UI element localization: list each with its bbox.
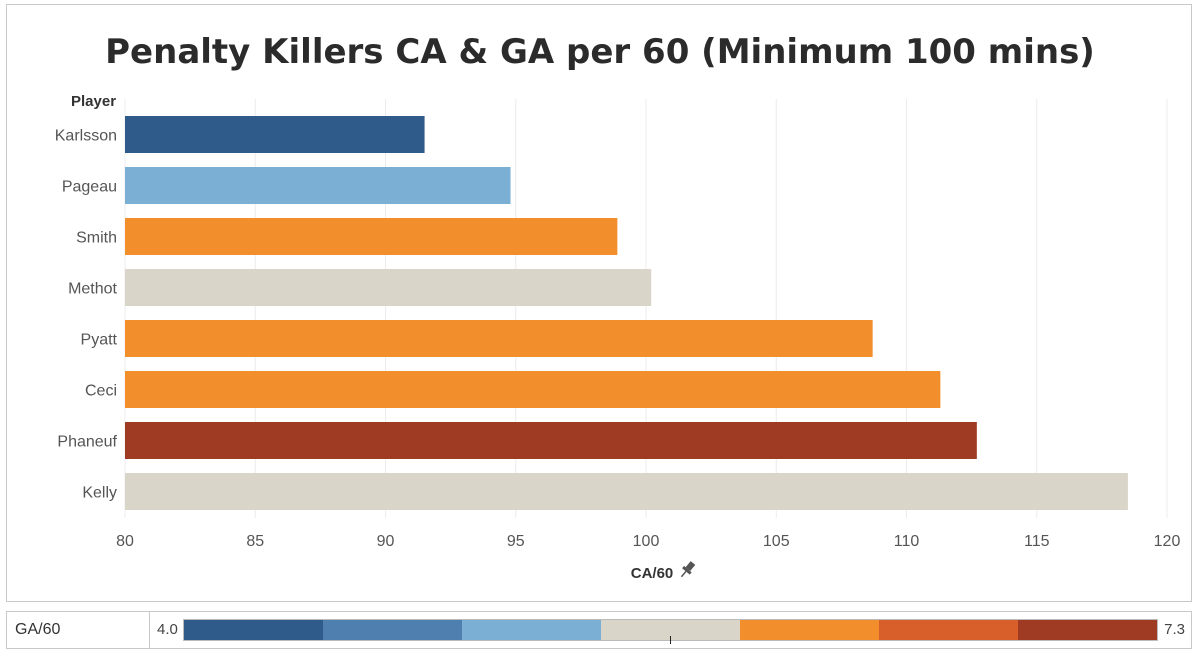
legend-ramp-step [462,620,601,640]
row-label-kelly: Kelly [82,485,117,502]
row-label-karlsson: Karlsson [55,128,117,145]
x-tick-label: 80 [116,533,134,550]
bar-karlsson[interactable] [125,116,425,153]
bar-pageau[interactable] [125,167,511,204]
row-label-smith: Smith [76,230,117,247]
bar-pyatt[interactable] [125,320,873,357]
row-label-ceci: Ceci [85,383,117,400]
x-tick-label: 85 [246,533,264,550]
x-tick-label: 105 [763,533,790,550]
row-header: Player [71,93,116,110]
bar-chart: Penalty Killers CA & GA per 60 (Minimum … [55,32,1181,582]
legend-color-ramp[interactable] [183,619,1158,641]
row-labels: Karlsson Pageau Smith Methot Pyatt Ceci Phaneu… [55,128,118,502]
x-tick-label: 120 [1154,533,1181,550]
legend-ramp-step [601,620,740,640]
bar-kelly[interactable] [125,473,1128,510]
x-axis-title: CA/60 [631,565,674,582]
x-tick-label: 100 [633,533,660,550]
legend-marker [670,636,671,644]
legend-max-label: 7.3 [1164,621,1185,638]
row-label-phaneuf: Phaneuf [57,434,117,451]
bar-smith[interactable] [125,218,618,255]
bar-phaneuf[interactable] [125,422,977,459]
x-tick-label: 90 [377,533,395,550]
legend-ramp-step [879,620,1018,640]
row-label-pyatt: Pyatt [81,332,118,349]
x-tick-label: 110 [894,533,920,550]
legend-ramp-step [184,620,323,640]
x-tick-label: 115 [1024,533,1050,550]
x-axis-ticks: 80 85 90 95 100 105 110 115 120 [116,533,1180,550]
legend-ramp-step [1018,620,1157,640]
legend-ramp-step [740,620,879,640]
bar-methot[interactable] [125,269,652,306]
bars [125,116,1128,510]
chart-frame: Penalty Killers CA & GA per 60 (Minimum … [6,4,1192,602]
row-label-pageau: Pageau [62,179,117,196]
legend-divider [149,612,150,648]
row-label-methot: Methot [68,281,117,298]
pin-icon[interactable] [678,560,697,580]
legend-ramp-step [323,620,462,640]
chart-title: Penalty Killers CA & GA per 60 (Minimum … [105,32,1095,72]
bar-ceci[interactable] [125,371,941,408]
x-tick-label: 95 [507,533,525,550]
legend-min-label: 4.0 [157,621,178,638]
legend-label: GA/60 [15,621,61,638]
color-legend: GA/60 4.0 7.3 [6,611,1192,649]
